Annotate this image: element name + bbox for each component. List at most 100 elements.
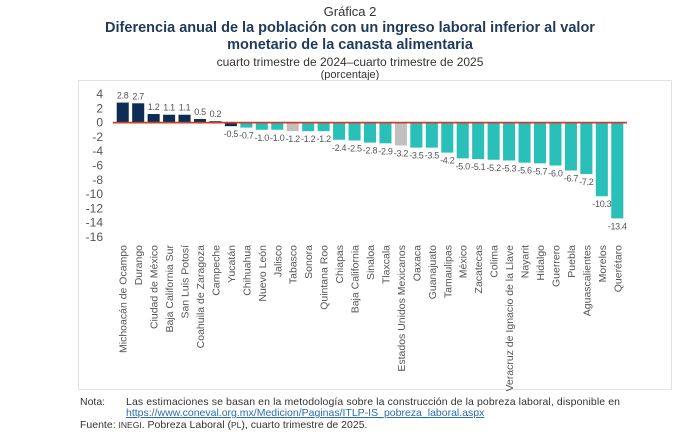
bar [348, 122, 361, 141]
data-label: -6.0 [548, 169, 563, 179]
data-label: -2.5 [347, 143, 362, 153]
data-label: -1.2 [286, 134, 301, 144]
note-label: Nota: [80, 396, 106, 408]
data-label: -5.1 [471, 162, 486, 172]
category-label: Jalisco [272, 245, 284, 277]
category-label: Querétaro [612, 245, 624, 292]
bar [132, 103, 145, 123]
category-label: Ciudad de México [149, 245, 161, 329]
category-label: Zacatecas [473, 245, 485, 293]
data-label: -0.5 [224, 129, 239, 139]
y-tick-label: 4 [96, 87, 103, 101]
chart-title-line2: monetario de la canasta alimentaria [227, 37, 473, 53]
category-label: Durango [133, 245, 145, 285]
y-tick-label: -10 [86, 187, 104, 201]
bar [271, 122, 284, 130]
data-label: 0.2 [210, 109, 222, 119]
x-axis: Michoacán de Ocampo Durango Ciudad de Méxi… [118, 245, 625, 391]
bar [533, 122, 547, 164]
y-tick-label: -2 [92, 130, 103, 144]
bar [472, 122, 485, 160]
bar [611, 122, 624, 219]
category-label: Michoacán de Ocampo [118, 245, 130, 353]
category-label: Puebla [566, 245, 578, 278]
bar [163, 114, 176, 123]
data-label: -2.9 [378, 146, 393, 156]
category-label: Nayarit [520, 245, 532, 278]
bar [456, 122, 469, 159]
bar [580, 122, 593, 175]
bar [503, 122, 516, 161]
note-text: Las estimaciones se basan en la metodolo… [126, 396, 621, 408]
category-label: Guerrero [550, 245, 562, 287]
bar [425, 122, 438, 148]
category-label: Estados Unidos Mexicanos [396, 245, 408, 372]
data-label: -1.2 [301, 134, 316, 144]
data-label: -5.2 [486, 163, 501, 173]
y-tick-label: -6 [92, 159, 103, 173]
data-label: -4.2 [440, 156, 455, 166]
category-label: Chihuahua [241, 245, 253, 296]
y-tick-label: -14 [86, 216, 104, 230]
bar [147, 114, 160, 123]
methodology-link[interactable]: https://www.coneval.org.mx/Medicion/Pagi… [126, 407, 485, 419]
category-label: Tlaxcala [380, 245, 392, 284]
category-label: Guanajuato [427, 245, 439, 299]
source-text-2: ), cuarto trimestre de 2025. [241, 419, 368, 431]
data-label: -1.2 [316, 134, 331, 144]
y-tick-label: -8 [92, 173, 103, 187]
bar [116, 102, 129, 123]
category-label: Oaxaca [411, 245, 423, 281]
category-label: San Luis Potosí [180, 245, 192, 319]
source-org: INEGI [118, 420, 142, 430]
chart-frame: 4 2 0 -2 -4 -6 -8 -10 -12 -14 -16 2.8 2.7 1.2 1.1 1.1 0… [78, 80, 672, 391]
category-label: Hidalgo [535, 245, 547, 281]
data-label: 1.2 [148, 102, 160, 112]
bar [379, 122, 392, 144]
data-label: -3.5 [409, 151, 424, 161]
bar [518, 122, 531, 163]
data-labels-group: 2.8 2.71.2 1.1 1.1 0.5 0.2-0.5 -0.7 -1.0 -1.0 -1.… [117, 91, 627, 232]
bar [487, 122, 500, 160]
category-label: México [458, 245, 470, 278]
y-tick-label: 0 [96, 116, 103, 130]
category-label: Aguascalientes [581, 245, 593, 316]
data-label: -13.4 [608, 221, 627, 231]
chart-title-line1: Diferencia anual de la población con un … [105, 20, 595, 36]
bar [410, 122, 423, 148]
bar [394, 122, 407, 146]
y-tick-label: -16 [86, 230, 104, 244]
bar [441, 122, 454, 153]
category-label: Tamaulipas [442, 245, 454, 298]
data-label: -2.4 [332, 143, 347, 153]
y-axis: 420-2-4-6-8-10-12-14-16 [86, 87, 104, 244]
figure-label: Gráfica 2 [323, 4, 377, 19]
chart-subtitle: cuarto trimestre de 2024–cuarto trimestr… [216, 55, 484, 69]
note-link-end: . [466, 407, 469, 419]
bar [178, 114, 191, 123]
source-label: Fuente: [80, 419, 116, 431]
bar-chart: 420-2-4-6-8-10-12-14-16 2.8 2.71.2 1.1 1.1 0… [86, 87, 628, 391]
data-label: 1.1 [163, 103, 175, 113]
category-label: Veracruz de Ignacio de la Llave [504, 245, 516, 391]
category-label: Tabasco [288, 245, 300, 284]
bar [595, 122, 608, 197]
data-label: -1.0 [255, 133, 270, 143]
data-label: -2.8 [363, 146, 378, 156]
data-label: 1.1 [179, 103, 191, 113]
data-label: -7.2 [579, 177, 594, 187]
data-label: -5.7 [533, 166, 548, 176]
bar [193, 119, 207, 123]
data-label: 0.5 [194, 107, 206, 117]
bar [255, 122, 268, 130]
y-tick-label: -12 [86, 201, 104, 215]
data-label: 2.7 [132, 91, 144, 101]
category-label: Sinaloa [365, 245, 377, 280]
category-label: Sonora [303, 245, 315, 279]
category-label: Baja California [350, 245, 362, 313]
data-label: -5.3 [502, 163, 517, 173]
bar [317, 122, 330, 132]
bar [224, 122, 237, 127]
category-label: Coahuila de Zaragoza [195, 245, 207, 348]
category-label: Colima [489, 245, 501, 278]
